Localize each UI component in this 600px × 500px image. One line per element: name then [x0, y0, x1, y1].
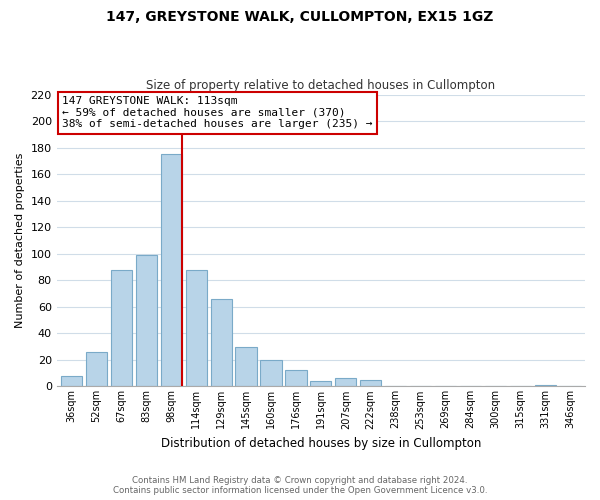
Bar — [185, 270, 207, 386]
Bar — [535, 385, 556, 386]
Bar — [286, 370, 307, 386]
Text: 147 GREYSTONE WALK: 113sqm
← 59% of detached houses are smaller (370)
38% of sem: 147 GREYSTONE WALK: 113sqm ← 59% of deta… — [62, 96, 373, 129]
Text: 147, GREYSTONE WALK, CULLOMPTON, EX15 1GZ: 147, GREYSTONE WALK, CULLOMPTON, EX15 1G… — [106, 10, 494, 24]
Bar — [136, 255, 157, 386]
Bar — [335, 378, 356, 386]
X-axis label: Distribution of detached houses by size in Cullompton: Distribution of detached houses by size … — [161, 437, 481, 450]
Y-axis label: Number of detached properties: Number of detached properties — [15, 153, 25, 328]
Bar — [260, 360, 281, 386]
Bar — [235, 346, 257, 387]
Bar — [310, 381, 331, 386]
Bar — [360, 380, 381, 386]
Bar — [211, 299, 232, 386]
Bar — [86, 352, 107, 386]
Title: Size of property relative to detached houses in Cullompton: Size of property relative to detached ho… — [146, 79, 496, 92]
Bar — [161, 154, 182, 386]
Text: Contains HM Land Registry data © Crown copyright and database right 2024.
Contai: Contains HM Land Registry data © Crown c… — [113, 476, 487, 495]
Bar — [111, 270, 132, 386]
Bar — [61, 376, 82, 386]
